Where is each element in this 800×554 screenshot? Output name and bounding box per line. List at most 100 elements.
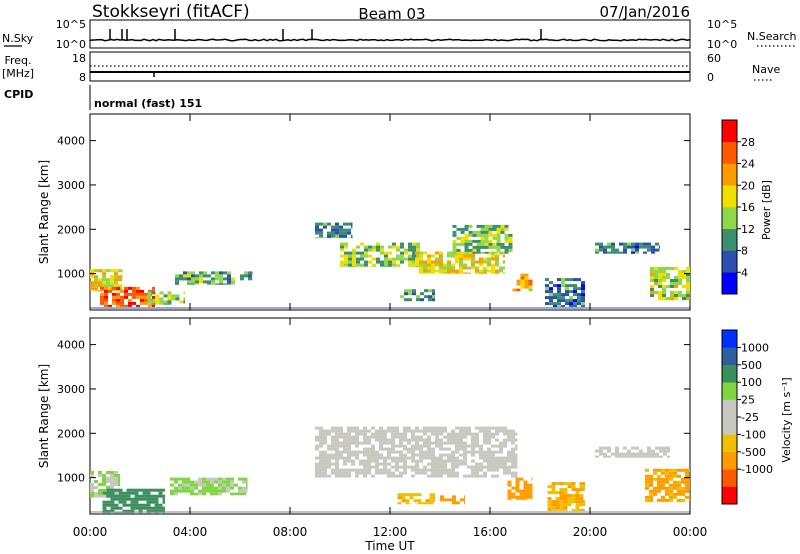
- velocity-cell: [463, 456, 467, 460]
- power-cell: [112, 295, 116, 299]
- velocity-cell: [118, 477, 120, 480]
- velocity-cell: [355, 429, 359, 433]
- power-cell: [545, 290, 549, 294]
- velocity-cell: [403, 471, 407, 475]
- velocity-cell: [395, 465, 399, 469]
- power-cell: [569, 290, 573, 294]
- power-cell: [682, 273, 686, 276]
- velocity-cell: [102, 480, 106, 483]
- power-cell: [419, 254, 423, 258]
- velocity-cell: [379, 456, 383, 460]
- power-cell: [408, 298, 412, 302]
- velocity-cell: [154, 506, 159, 510]
- velocity-cell: [411, 459, 415, 463]
- velocity-xtick-label: 20:00: [573, 525, 608, 539]
- velocity-cell: [583, 488, 585, 492]
- velocity-cell: [391, 426, 395, 430]
- power-cell: [674, 285, 678, 288]
- velocity-cell: [507, 435, 511, 439]
- power-cell: [396, 263, 400, 267]
- velocity-cell: [178, 489, 182, 493]
- power-cell: [323, 225, 327, 229]
- power-cell: [658, 276, 662, 279]
- power-cell: [455, 257, 459, 261]
- velocity-cell: [419, 429, 423, 433]
- velocity-cell: [615, 455, 619, 458]
- velocity-cell: [383, 441, 387, 445]
- velocity-cell: [355, 438, 359, 442]
- velocity-cell: [222, 489, 226, 493]
- velocity-cell: [511, 456, 515, 460]
- power-cell: [561, 296, 565, 300]
- power-cell: [380, 245, 384, 249]
- velocity-cell: [607, 449, 611, 453]
- power-cell: [670, 294, 674, 297]
- velocity-cell: [495, 426, 499, 430]
- velocity-colorbar-tick-label: -25: [741, 411, 759, 424]
- velocity-cell: [226, 489, 230, 493]
- velocity-cell: [387, 471, 391, 475]
- power-cell: [611, 248, 615, 252]
- velocity-cell: [443, 429, 447, 433]
- velocity-cell: [423, 471, 427, 475]
- velocity-cell: [397, 496, 402, 500]
- velocity-cell: [475, 435, 479, 439]
- velocity-cell: [110, 474, 114, 477]
- velocity-colorbar-box: [722, 451, 737, 470]
- velocity-cell: [455, 471, 459, 475]
- power-cell: [577, 287, 581, 291]
- power-cell: [351, 222, 353, 226]
- velocity-cell: [347, 471, 351, 475]
- velocity-cell: [531, 495, 533, 499]
- velocity-cell: [563, 509, 568, 511]
- power-cell: [654, 282, 658, 285]
- power-cell: [484, 239, 489, 243]
- power-cell: [231, 280, 235, 284]
- velocity-cell: [150, 494, 155, 498]
- velocity-cell: [452, 501, 456, 505]
- power-cell: [435, 251, 439, 255]
- power-cell: [432, 295, 435, 299]
- power-cell: [94, 278, 98, 282]
- velocity-cell: [491, 435, 495, 439]
- power-cell: [144, 295, 148, 299]
- velocity-cell: [387, 438, 391, 442]
- power-cell: [152, 286, 155, 290]
- power-cell: [492, 236, 497, 240]
- velocity-cell: [669, 477, 673, 481]
- velocity-cell: [371, 447, 375, 451]
- velocity-cell: [194, 480, 198, 484]
- power-cell: [315, 231, 319, 235]
- velocity-cell: [90, 492, 94, 495]
- velocity-cell: [315, 435, 319, 439]
- velocity-cell: [427, 456, 431, 460]
- power-cell: [351, 225, 353, 229]
- velocity-cell: [555, 491, 560, 495]
- power-cell: [569, 305, 573, 307]
- power-colorbar-label: Power [dB]: [760, 180, 773, 240]
- velocity-cell: [210, 489, 214, 493]
- power-cell: [573, 302, 577, 306]
- power-cell: [459, 254, 463, 258]
- power-cell: [132, 292, 136, 296]
- velocity-cell: [323, 459, 327, 463]
- power-cell: [561, 281, 565, 285]
- velocity-cell: [134, 506, 139, 510]
- velocity-cell: [118, 488, 123, 492]
- velocity-cell: [455, 462, 459, 466]
- power-cell: [468, 233, 473, 237]
- velocity-cell: [130, 497, 135, 501]
- power-cell: [678, 294, 682, 297]
- power-cell: [339, 228, 343, 232]
- power-cell: [650, 270, 654, 273]
- velocity-cell: [547, 509, 552, 511]
- velocity-cell: [451, 435, 455, 439]
- power-cell: [315, 225, 319, 229]
- power-cell: [423, 266, 427, 270]
- power-cell: [191, 277, 195, 281]
- velocity-cell: [463, 462, 467, 466]
- velocity-cell: [429, 499, 434, 503]
- velocity-cell: [503, 462, 507, 466]
- velocity-cell: [383, 459, 387, 463]
